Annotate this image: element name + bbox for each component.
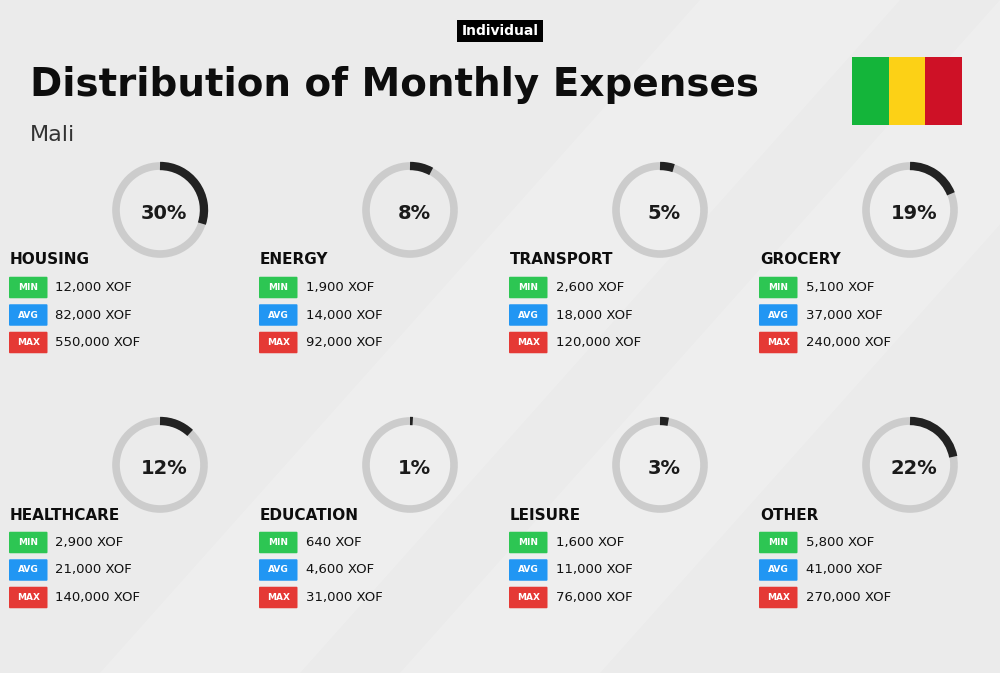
- Text: 5%: 5%: [647, 203, 681, 223]
- Text: GROCERY: GROCERY: [760, 252, 841, 267]
- Text: 550,000 XOF: 550,000 XOF: [55, 336, 141, 349]
- Text: MIN: MIN: [268, 538, 288, 547]
- Text: HEALTHCARE: HEALTHCARE: [10, 507, 120, 522]
- Text: MAX: MAX: [517, 338, 540, 347]
- FancyBboxPatch shape: [9, 277, 48, 298]
- Text: 41,000 XOF: 41,000 XOF: [806, 563, 882, 577]
- Text: 8%: 8%: [397, 203, 431, 223]
- FancyBboxPatch shape: [9, 532, 48, 553]
- Text: MAX: MAX: [517, 593, 540, 602]
- Text: TRANSPORT: TRANSPORT: [510, 252, 614, 267]
- FancyBboxPatch shape: [509, 304, 548, 326]
- Text: 22%: 22%: [891, 458, 937, 478]
- Text: MIN: MIN: [268, 283, 288, 292]
- FancyBboxPatch shape: [759, 277, 798, 298]
- Polygon shape: [100, 0, 900, 673]
- Text: OTHER: OTHER: [760, 507, 818, 522]
- Text: AVG: AVG: [268, 565, 289, 575]
- FancyBboxPatch shape: [9, 559, 48, 581]
- FancyBboxPatch shape: [259, 532, 297, 553]
- Text: Distribution of Monthly Expenses: Distribution of Monthly Expenses: [30, 66, 759, 104]
- Text: AVG: AVG: [18, 310, 39, 320]
- Text: AVG: AVG: [768, 565, 789, 575]
- Text: MIN: MIN: [18, 283, 38, 292]
- FancyBboxPatch shape: [259, 587, 297, 608]
- Text: 4,600 XOF: 4,600 XOF: [306, 563, 374, 577]
- FancyBboxPatch shape: [259, 332, 297, 353]
- Text: 37,000 XOF: 37,000 XOF: [806, 308, 882, 322]
- FancyBboxPatch shape: [509, 277, 548, 298]
- FancyBboxPatch shape: [925, 57, 962, 125]
- FancyBboxPatch shape: [9, 332, 48, 353]
- Text: HOUSING: HOUSING: [10, 252, 90, 267]
- Text: 120,000 XOF: 120,000 XOF: [556, 336, 641, 349]
- FancyBboxPatch shape: [509, 532, 548, 553]
- FancyBboxPatch shape: [759, 559, 798, 581]
- Text: AVG: AVG: [18, 565, 39, 575]
- Polygon shape: [400, 0, 1000, 673]
- Text: 21,000 XOF: 21,000 XOF: [55, 563, 132, 577]
- FancyBboxPatch shape: [9, 304, 48, 326]
- Text: 640 XOF: 640 XOF: [306, 536, 361, 549]
- Text: 14,000 XOF: 14,000 XOF: [306, 308, 382, 322]
- Text: 5,100 XOF: 5,100 XOF: [806, 281, 874, 294]
- Text: MIN: MIN: [518, 538, 538, 547]
- FancyBboxPatch shape: [509, 559, 548, 581]
- FancyBboxPatch shape: [259, 559, 297, 581]
- Text: 11,000 XOF: 11,000 XOF: [556, 563, 632, 577]
- Text: ENERGY: ENERGY: [260, 252, 328, 267]
- Text: MIN: MIN: [18, 538, 38, 547]
- Text: MIN: MIN: [768, 538, 788, 547]
- FancyBboxPatch shape: [259, 304, 297, 326]
- Text: MAX: MAX: [17, 593, 40, 602]
- Text: AVG: AVG: [518, 565, 539, 575]
- Text: 82,000 XOF: 82,000 XOF: [55, 308, 132, 322]
- Text: 30%: 30%: [141, 203, 187, 223]
- Text: 270,000 XOF: 270,000 XOF: [806, 591, 891, 604]
- Text: 2,600 XOF: 2,600 XOF: [556, 281, 624, 294]
- FancyBboxPatch shape: [9, 587, 48, 608]
- Text: 12,000 XOF: 12,000 XOF: [55, 281, 132, 294]
- Text: 5,800 XOF: 5,800 XOF: [806, 536, 874, 549]
- Text: 76,000 XOF: 76,000 XOF: [556, 591, 632, 604]
- Text: 92,000 XOF: 92,000 XOF: [306, 336, 382, 349]
- Text: AVG: AVG: [768, 310, 789, 320]
- Text: 12%: 12%: [141, 458, 187, 478]
- FancyBboxPatch shape: [509, 587, 548, 608]
- Text: 1%: 1%: [397, 458, 431, 478]
- Text: MAX: MAX: [267, 593, 290, 602]
- Text: MAX: MAX: [17, 338, 40, 347]
- Text: 1,600 XOF: 1,600 XOF: [556, 536, 624, 549]
- Text: MAX: MAX: [267, 338, 290, 347]
- Text: MAX: MAX: [767, 593, 790, 602]
- FancyBboxPatch shape: [889, 57, 925, 125]
- FancyBboxPatch shape: [759, 587, 798, 608]
- Text: 18,000 XOF: 18,000 XOF: [556, 308, 632, 322]
- FancyBboxPatch shape: [509, 332, 548, 353]
- Text: 2,900 XOF: 2,900 XOF: [55, 536, 124, 549]
- Text: MIN: MIN: [768, 283, 788, 292]
- Text: Individual: Individual: [462, 24, 538, 38]
- Text: 1,900 XOF: 1,900 XOF: [306, 281, 374, 294]
- FancyBboxPatch shape: [759, 304, 798, 326]
- FancyBboxPatch shape: [259, 277, 297, 298]
- Text: 19%: 19%: [891, 203, 937, 223]
- Text: 240,000 XOF: 240,000 XOF: [806, 336, 891, 349]
- Text: LEISURE: LEISURE: [510, 507, 581, 522]
- Text: 140,000 XOF: 140,000 XOF: [55, 591, 140, 604]
- Text: 31,000 XOF: 31,000 XOF: [306, 591, 382, 604]
- Text: 3%: 3%: [648, 458, 680, 478]
- Text: AVG: AVG: [268, 310, 289, 320]
- FancyBboxPatch shape: [759, 332, 798, 353]
- Text: AVG: AVG: [518, 310, 539, 320]
- FancyBboxPatch shape: [852, 57, 889, 125]
- FancyBboxPatch shape: [759, 532, 798, 553]
- Text: EDUCATION: EDUCATION: [260, 507, 359, 522]
- Text: Mali: Mali: [30, 125, 75, 145]
- Text: MAX: MAX: [767, 338, 790, 347]
- Text: MIN: MIN: [518, 283, 538, 292]
